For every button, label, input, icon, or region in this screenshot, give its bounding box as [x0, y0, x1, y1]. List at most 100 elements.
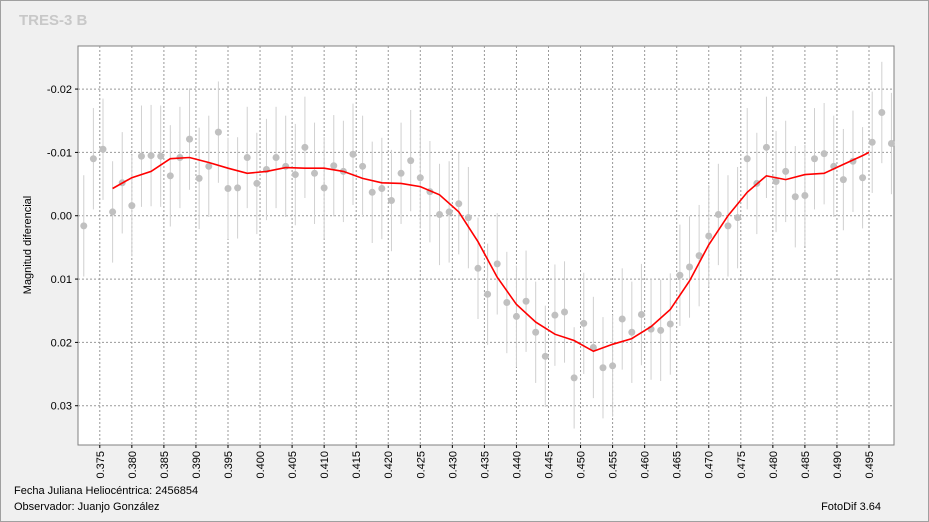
data-point: [541, 352, 549, 360]
data-point: [811, 155, 819, 163]
x-tick-label: 0.410: [319, 451, 331, 479]
data-point: [349, 150, 357, 158]
x-tick-label: 0.495: [864, 451, 876, 479]
data-point: [618, 315, 626, 323]
data-point: [493, 260, 501, 268]
y-tick-label: 0.03: [51, 401, 72, 413]
data-point: [512, 312, 520, 320]
data-point: [878, 109, 886, 116]
data-point: [157, 152, 165, 160]
data-point: [599, 364, 607, 372]
x-tick-label: 0.390: [191, 451, 203, 479]
x-tick-label: 0.465: [672, 451, 684, 479]
data-point: [455, 200, 463, 208]
data-point: [243, 153, 251, 161]
x-tick-label: 0.475: [736, 451, 748, 479]
data-point: [743, 155, 751, 163]
data-point: [272, 153, 280, 161]
data-point: [330, 162, 338, 170]
data-point: [503, 299, 511, 306]
data-point: [532, 328, 540, 336]
x-tick-label: 0.375: [95, 451, 107, 479]
y-axis-label: Magnitud diferencial: [22, 196, 34, 294]
data-point: [474, 264, 482, 272]
x-tick-label: 0.420: [383, 451, 395, 479]
x-tick-label: 0.415: [351, 451, 363, 479]
data-point: [416, 174, 424, 182]
software-note: FotoDif 3.64: [821, 501, 881, 513]
x-tick-label: 0.440: [511, 451, 523, 479]
data-point: [657, 326, 665, 334]
plot-area: [77, 45, 895, 446]
x-tick-label: 0.430: [447, 451, 459, 479]
data-point: [676, 271, 684, 279]
data-point: [791, 193, 799, 201]
data-point: [407, 157, 415, 165]
data-point: [695, 252, 703, 260]
data-point: [464, 214, 472, 222]
data-point: [436, 210, 444, 218]
data-point: [734, 214, 742, 222]
data-point: [128, 202, 136, 210]
x-tick-label: 0.455: [608, 451, 620, 479]
x-tick-label: 0.400: [255, 451, 267, 479]
chart-title: TRES-3 B: [19, 12, 88, 29]
data-point: [714, 210, 722, 218]
y-tick-label: 0.02: [51, 337, 72, 349]
data-point: [195, 174, 203, 182]
data-point: [291, 171, 299, 179]
data-point: [147, 152, 155, 160]
data-point: [359, 162, 367, 170]
data-point: [368, 188, 376, 196]
date-note: Fecha Juliana Heliocéntrica: 2456854: [14, 485, 198, 497]
data-point: [666, 320, 674, 328]
data-point: [80, 222, 88, 230]
y-tick-label: 0.01: [51, 274, 72, 286]
data-point: [89, 155, 97, 163]
x-tick-label: 0.445: [543, 451, 555, 479]
data-point: [234, 184, 242, 192]
y-tick-label: 0.00: [51, 211, 72, 223]
data-point: [320, 184, 328, 192]
x-tick-label: 0.425: [415, 451, 427, 479]
data-point: [445, 208, 453, 216]
data-point: [609, 362, 617, 370]
y-tick-label: -0.01: [47, 147, 72, 159]
x-tick-label: 0.385: [159, 451, 171, 479]
data-point: [378, 185, 386, 192]
data-point: [859, 174, 867, 182]
data-point: [839, 176, 847, 184]
data-point: [522, 297, 530, 305]
x-tick-label: 0.405: [287, 451, 299, 479]
data-point: [820, 150, 828, 158]
data-point: [801, 191, 809, 199]
data-point: [253, 179, 261, 187]
y-tick-label: -0.02: [47, 84, 72, 96]
data-point: [166, 172, 174, 180]
observer-note: Observador: Juanjo González: [14, 501, 160, 513]
data-point: [301, 143, 309, 151]
data-point: [311, 169, 319, 177]
data-point: [551, 311, 559, 319]
x-tick-label: 0.485: [800, 451, 812, 479]
data-point: [561, 308, 569, 316]
data-point: [782, 167, 790, 175]
x-tick-label: 0.490: [832, 451, 844, 479]
data-point: [224, 185, 232, 192]
x-tick-label: 0.460: [640, 451, 652, 479]
data-point: [724, 222, 732, 230]
data-point: [637, 311, 645, 319]
data-point: [772, 178, 780, 186]
data-point: [99, 145, 107, 153]
x-tick-label: 0.470: [704, 451, 716, 479]
data-point: [186, 135, 194, 143]
data-point: [705, 232, 713, 240]
data-point: [762, 143, 770, 151]
data-point: [387, 197, 395, 205]
data-point: [628, 328, 636, 336]
data-point: [397, 169, 405, 177]
x-tick-label: 0.380: [127, 451, 139, 479]
data-point: [214, 128, 222, 136]
